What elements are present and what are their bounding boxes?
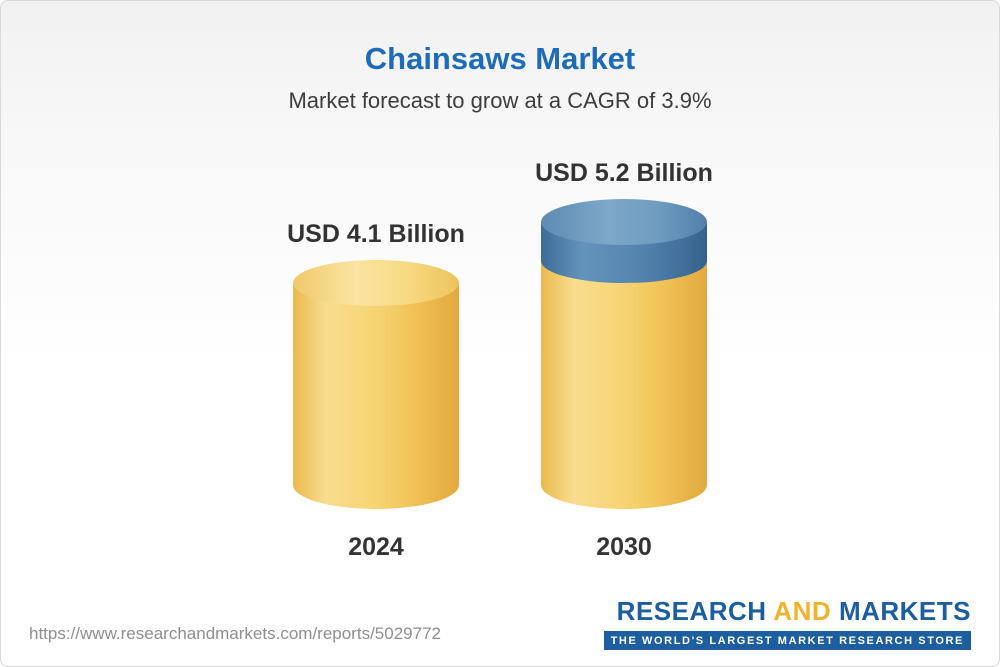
bar-2030-cylinder: USD 5.2 Billion 2030 [535,159,713,561]
research-and-markets-logo: RESEARCH AND MARKETS THE WORLD'S LARGEST… [603,596,971,650]
logo-wordmark: RESEARCH AND MARKETS [604,596,971,627]
logo-word-research: RESEARCH [616,596,767,626]
bar-2030-top-ellipse [541,199,707,245]
bar-2024-category-label: 2024 [348,533,404,561]
logo-word-and: AND [773,596,832,626]
chart-title: Chainsaws Market [364,41,636,76]
source-url: https://www.researchandmarkets.com/repor… [29,624,441,643]
logo-tagline: THE WORLD'S LARGEST MARKET RESEARCH STOR… [603,631,971,650]
chart-subtitle: Market forecast to grow at a CAGR of 3.9… [288,88,712,113]
bar-2030-value-label: USD 5.2 Billion [535,159,713,187]
bar-2024-value-label: USD 4.1 Billion [287,220,465,248]
bar-2030-category-label: 2030 [596,533,652,561]
bar-2024-cylinder: USD 4.1 Billion 2024 [287,220,465,561]
bar-2024-top-ellipse [293,260,459,306]
logo-word-markets: MARKETS [838,596,971,626]
